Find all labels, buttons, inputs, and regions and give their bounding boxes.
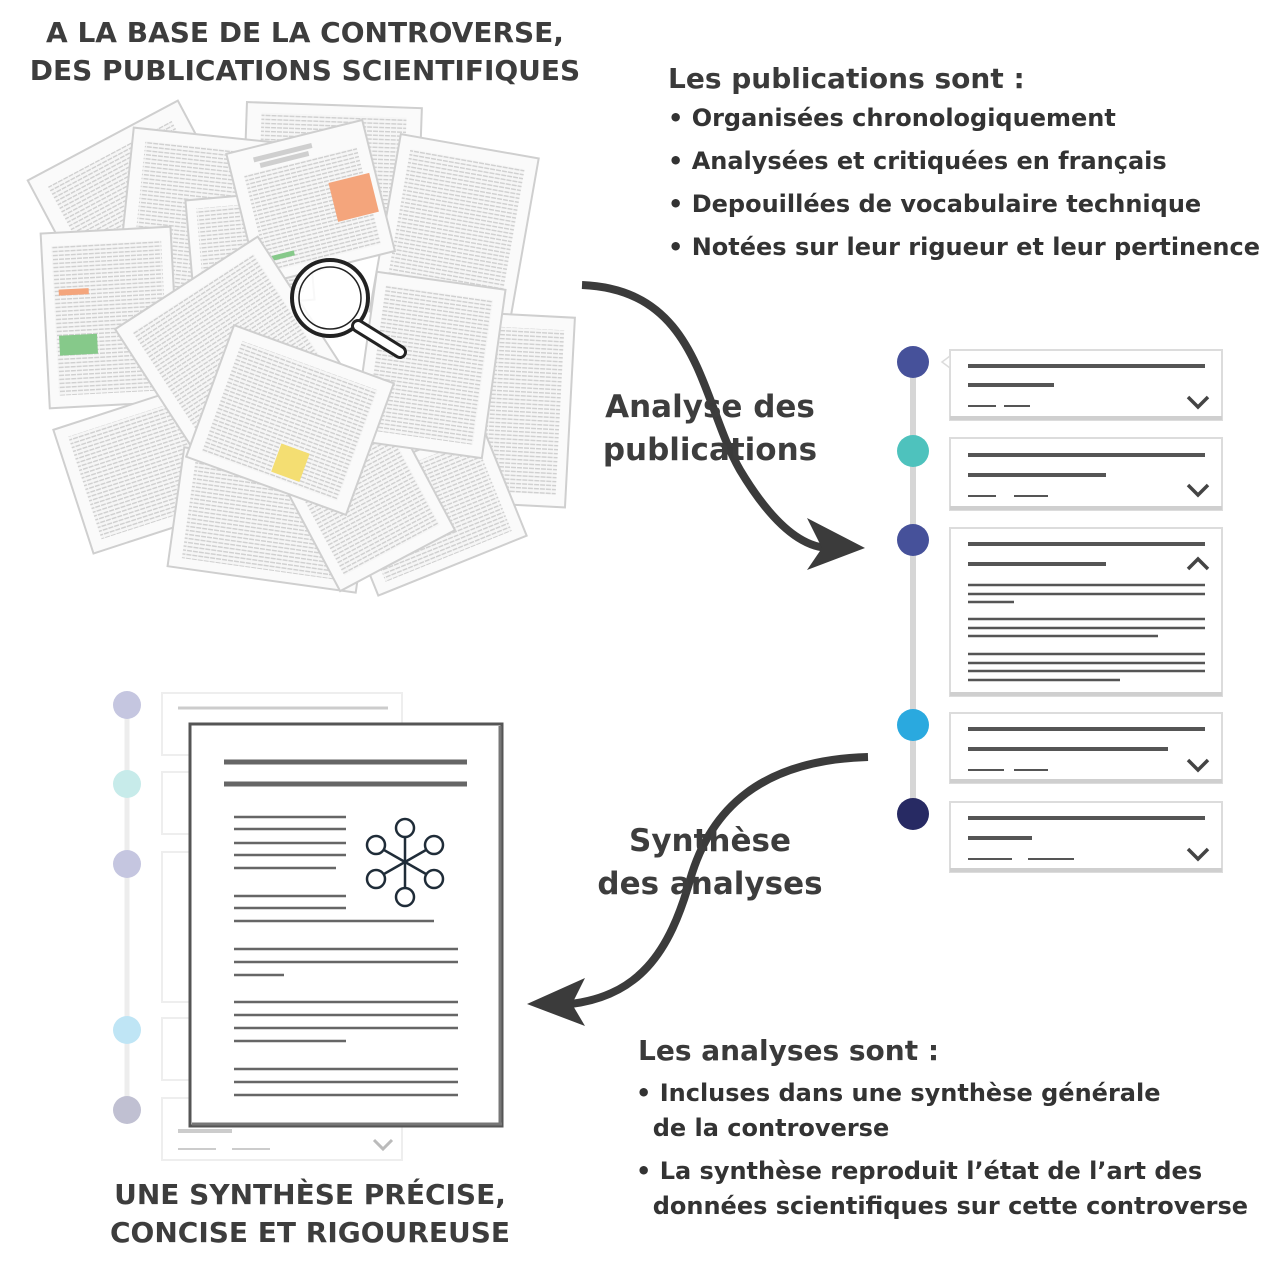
arrow-synthese — [527, 753, 869, 1026]
timeline-dot — [113, 1016, 141, 1044]
arrow-analyse-label-line: Analyse des — [605, 389, 815, 425]
analyses-title: Les analyses sont : — [638, 1034, 940, 1067]
arrow-analyse-label: Analyse des publications — [580, 386, 840, 472]
timeline-card — [949, 437, 1223, 511]
paper-pile — [26, 99, 576, 597]
arrow-analyse — [581, 281, 865, 570]
timeline-card — [940, 349, 1223, 421]
timeline-dot — [113, 850, 141, 878]
timeline-dot — [897, 346, 929, 378]
timeline-card — [949, 801, 1223, 873]
chevron-down-icon — [1186, 483, 1210, 498]
paper-sheet — [225, 118, 397, 287]
timeline-dot — [897, 435, 929, 467]
timeline-dot — [113, 770, 141, 798]
timeline-dot — [897, 798, 929, 830]
arrow-synthese-label-line: des analyses — [597, 866, 823, 902]
chevron-up-icon — [1186, 556, 1210, 571]
paper-sheet — [184, 323, 396, 517]
chevron-down-icon — [1186, 395, 1210, 410]
bottom-title: UNE SYNTHÈSE PRÉCISE, CONCISE ET RIGOURE… — [110, 1178, 510, 1249]
top-title: A LA BASE DE LA CONTROVERSE, DES PUBLICAT… — [20, 14, 590, 90]
top-title-line: DES PUBLICATIONS SCIENTIFIQUES — [29, 54, 581, 87]
chevron-down-icon — [372, 1138, 394, 1152]
synthesis-document — [188, 722, 504, 1128]
timeline-dot — [897, 709, 929, 741]
arrow-analyse-label-line: publications — [602, 432, 818, 468]
publications-title: Les publications sont : — [668, 62, 1025, 95]
timeline-card — [949, 527, 1223, 697]
publications-bullet: • Depouillées de vocabulaire technique — [668, 190, 1202, 218]
chevron-down-icon — [1186, 847, 1210, 862]
network-icon — [365, 817, 445, 908]
chevron-down-icon — [1186, 758, 1210, 773]
publications-bullet: • Organisées chronologiquement — [668, 104, 1116, 132]
timeline-dot — [113, 691, 141, 719]
magnifier-icon — [290, 258, 407, 359]
analyses-bullet: • Incluses dans une synthèse générale de… — [636, 1079, 1161, 1142]
paper-sheet — [351, 270, 507, 460]
arrow-synthese-label-line: Synthèse — [629, 823, 791, 859]
publications-bullet: • Notées sur leur rigueur et leur pertin… — [668, 233, 1260, 261]
timeline-card — [949, 712, 1223, 784]
analyses-bullet: • La synthèse reproduit l’état de l’art … — [636, 1157, 1249, 1220]
timeline-dot — [113, 1096, 141, 1124]
top-title-line: A LA BASE DE LA CONTROVERSE, — [46, 16, 564, 49]
timeline-dot — [897, 524, 929, 556]
arrow-synthese-label: Synthèse des analyses — [580, 820, 840, 906]
timeline-right — [897, 346, 1223, 873]
publications-bullet: • Analysées et critiquées en français — [668, 147, 1167, 175]
